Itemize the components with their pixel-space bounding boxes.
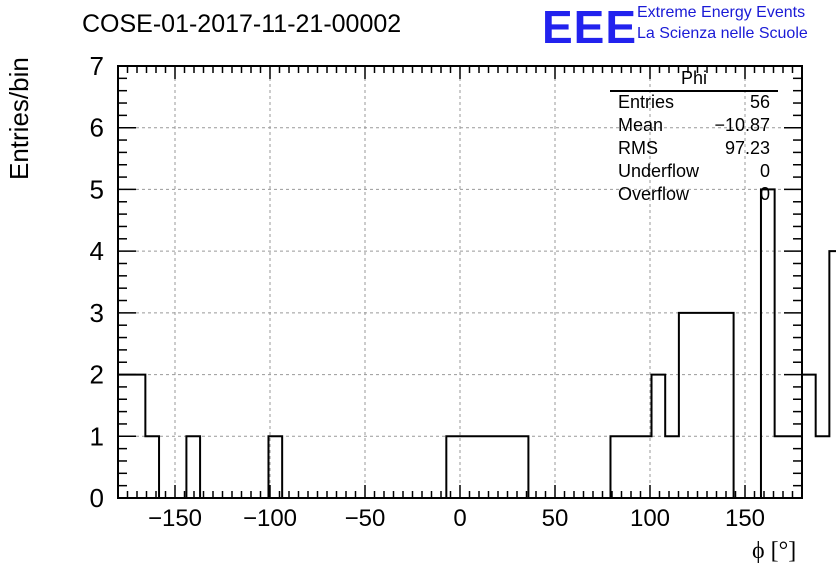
stats-value: 0 bbox=[759, 161, 770, 181]
stats-label: Entries bbox=[618, 92, 675, 112]
stats-value: −10.87 bbox=[714, 115, 770, 135]
histogram-bar bbox=[610, 436, 624, 498]
y-axis-label: Entries/bin bbox=[4, 57, 34, 180]
stats-label: Mean bbox=[618, 115, 664, 135]
histogram-bar bbox=[515, 436, 529, 498]
eee-logo: EEE bbox=[542, 1, 638, 53]
histogram-bar bbox=[186, 436, 200, 498]
histogram-outline bbox=[118, 188, 836, 499]
histogram-bar bbox=[706, 313, 720, 498]
stats-label: Underflow bbox=[618, 161, 700, 181]
x-tick-label: −100 bbox=[243, 505, 297, 532]
histogram-bar bbox=[720, 313, 734, 498]
histogram-series bbox=[118, 188, 836, 499]
stats-title: Phi bbox=[610, 68, 778, 92]
x-axis-label: ϕ [°] bbox=[752, 538, 797, 564]
y-tick-label: 6 bbox=[90, 113, 104, 143]
logo-line-2: La Scienza nelle Scuole bbox=[637, 25, 808, 42]
histogram-bar bbox=[816, 436, 830, 498]
x-tick-label: 100 bbox=[630, 505, 670, 532]
stats-value: 97.23 bbox=[724, 138, 770, 158]
histogram-bar bbox=[487, 436, 501, 498]
histogram-bar bbox=[474, 436, 488, 498]
x-tick-labels: −150 −100 −50 0 50 100 150 bbox=[148, 505, 765, 532]
histogram-bar bbox=[679, 313, 693, 498]
logo-line-1: Extreme Energy Events bbox=[637, 4, 806, 21]
y-tick-label: 2 bbox=[90, 360, 104, 390]
stats-value: 0 bbox=[759, 184, 770, 204]
histogram-bar bbox=[446, 436, 460, 498]
y-tick-label: 1 bbox=[90, 421, 104, 451]
axis-ticks bbox=[118, 65, 802, 499]
histogram-bar bbox=[145, 436, 159, 498]
x-tick-label: 50 bbox=[542, 505, 569, 532]
stats-row: Mean −10.87 bbox=[610, 115, 778, 138]
y-tick-labels: 0 1 2 3 4 5 6 7 bbox=[90, 51, 104, 513]
x-tick-label: 0 bbox=[453, 505, 466, 532]
y-tick-label: 3 bbox=[90, 298, 104, 328]
stats-row: Entries 56 bbox=[610, 92, 778, 115]
stats-label: RMS bbox=[618, 138, 658, 158]
histogram-bar bbox=[788, 436, 802, 498]
y-tick-label: 7 bbox=[90, 51, 104, 81]
histogram-bar bbox=[501, 436, 515, 498]
histogram-bar bbox=[665, 436, 679, 498]
stats-row: Overflow 0 bbox=[610, 184, 778, 207]
histogram-bar bbox=[693, 313, 707, 498]
y-tick-label: 4 bbox=[90, 236, 104, 266]
stats-value: 56 bbox=[749, 92, 770, 112]
x-tick-label: 150 bbox=[725, 505, 765, 532]
stats-row: RMS 97.23 bbox=[610, 138, 778, 161]
histogram-bar bbox=[624, 436, 638, 498]
histogram-bar bbox=[775, 436, 789, 498]
x-tick-label: −150 bbox=[148, 505, 202, 532]
stats-label: Overflow bbox=[618, 184, 690, 204]
y-tick-label: 0 bbox=[90, 483, 104, 513]
histogram-bar bbox=[802, 375, 816, 498]
stats-row: Underflow 0 bbox=[610, 161, 778, 184]
x-tick-label: −50 bbox=[345, 505, 386, 532]
stats-box: Phi Entries 56 Mean −10.87 RMS 97.23 Underf… bbox=[610, 68, 778, 207]
histogram-bar bbox=[460, 436, 474, 498]
histogram-bar bbox=[761, 189, 775, 498]
y-tick-label: 5 bbox=[90, 174, 104, 204]
plot-title: COSE-01-2017-11-21-00002 bbox=[82, 10, 402, 38]
